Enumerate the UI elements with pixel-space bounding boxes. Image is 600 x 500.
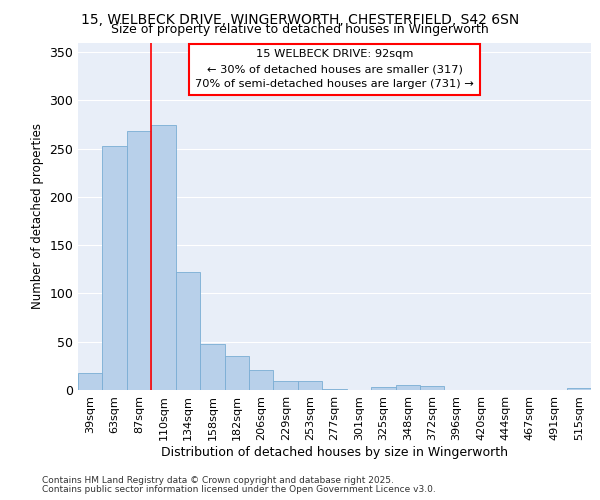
Bar (249, 370, 274, 390)
Bar (566, 388, 591, 390)
Text: 15 WELBECK DRIVE: 92sqm
← 30% of detached houses are smaller (317)
70% of semi-d: 15 WELBECK DRIVE: 92sqm ← 30% of detache… (195, 50, 474, 89)
Bar (127, 132, 151, 390)
X-axis label: Distribution of detached houses by size in Wingerworth: Distribution of detached houses by size … (161, 446, 508, 458)
Text: Size of property relative to detached houses in Wingerworth: Size of property relative to detached ho… (111, 24, 489, 36)
Bar (298, 382, 322, 390)
Bar (274, 382, 298, 390)
Bar (200, 344, 224, 390)
Bar (151, 124, 176, 390)
Text: Contains public sector information licensed under the Open Government Licence v3: Contains public sector information licen… (42, 485, 436, 494)
Bar (103, 146, 127, 390)
Bar (224, 356, 249, 390)
Bar (322, 389, 347, 390)
Y-axis label: Number of detached properties: Number of detached properties (31, 123, 44, 309)
Bar (420, 386, 445, 390)
Text: Contains HM Land Registry data © Crown copyright and database right 2025.: Contains HM Land Registry data © Crown c… (42, 476, 394, 485)
Bar (371, 387, 395, 390)
Bar (176, 272, 200, 390)
Text: 15, WELBECK DRIVE, WINGERWORTH, CHESTERFIELD, S42 6SN: 15, WELBECK DRIVE, WINGERWORTH, CHESTERF… (81, 12, 519, 26)
Bar (78, 372, 103, 390)
Bar (395, 385, 420, 390)
